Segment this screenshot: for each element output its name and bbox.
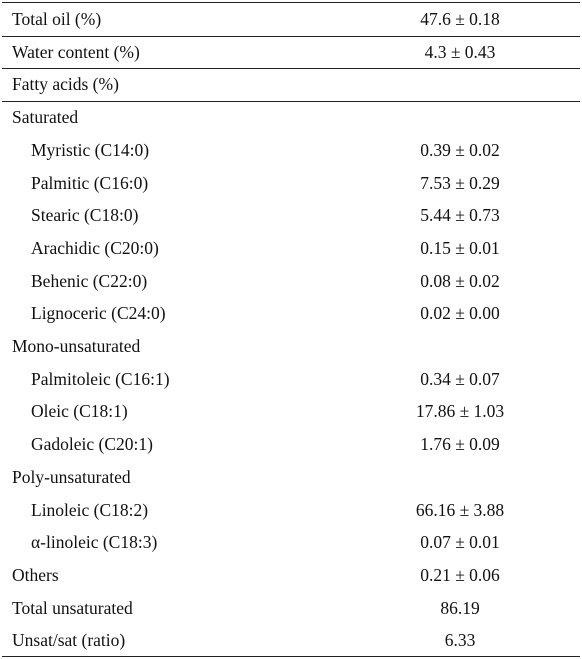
rule-line	[2, 68, 580, 70]
table-row: Unsat/sat (ratio) 6.33	[0, 624, 582, 657]
row-label: Others	[12, 564, 59, 585]
table-row: Others 0.21 ± 0.06	[0, 559, 582, 592]
table-row: Mono-unsaturated	[0, 330, 582, 363]
table-row: Total oil (%) 47.6 ± 0.18	[0, 3, 582, 36]
table-row: Palmitoleic (C16:1) 0.34 ± 0.07	[0, 363, 582, 396]
row-value: 86.19	[440, 597, 480, 618]
row-label: Palmitic (C16:0)	[31, 172, 149, 193]
row-label: Myristic (C14:0)	[31, 139, 150, 160]
row-value: 0.08 ± 0.02	[420, 270, 500, 291]
row-value: 4.3 ± 0.43	[424, 41, 496, 62]
row-value: 0.34 ± 0.07	[420, 368, 500, 389]
row-label: Oleic (C18:1)	[31, 401, 128, 422]
rule-line	[2, 101, 580, 103]
row-value: 7.53 ± 0.29	[420, 172, 500, 193]
row-value: 0.21 ± 0.06	[420, 564, 500, 585]
row-label: Palmitoleic (C16:1)	[31, 368, 170, 389]
row-label: Poly-unsaturated	[12, 466, 131, 487]
row-value: 17.86 ± 1.03	[415, 401, 505, 422]
rule-line	[2, 2, 580, 3]
table-row: Arachidic (C20:0) 0.15 ± 0.01	[0, 232, 582, 265]
table-row: Oleic (C18:1) 17.86 ± 1.03	[0, 395, 582, 428]
table-row: Lignoceric (C24:0) 0.02 ± 0.00	[0, 297, 582, 330]
rule-line	[2, 35, 580, 37]
table-row: Stearic (C18:0) 5.44 ± 0.73	[0, 199, 582, 232]
row-label: Mono-unsaturated	[12, 336, 141, 356]
row-value: 0.02 ± 0.00	[420, 303, 500, 324]
row-value: 47.6 ± 0.18	[420, 9, 500, 29]
table-row: Palmitic (C16:0) 7.53 ± 0.29	[0, 167, 582, 200]
row-label: α-linoleic (C18:3)	[31, 532, 158, 553]
row-label: Water content (%)	[12, 41, 140, 62]
table-row: α-linoleic (C18:3) 0.07 ± 0.01	[0, 526, 582, 559]
row-label: Total oil (%)	[12, 9, 102, 29]
row-label: Saturated	[12, 107, 79, 128]
row-label: Unsat/sat (ratio)	[12, 630, 126, 651]
row-label: Stearic (C18:0)	[31, 205, 139, 226]
row-label: Total unsaturated	[12, 597, 133, 618]
row-value: 5.44 ± 0.73	[420, 205, 500, 226]
table-row: Total unsaturated 86.19	[0, 592, 582, 625]
row-label: Arachidic (C20:0)	[31, 237, 159, 258]
table-row: Behenic (C22:0) 0.08 ± 0.02	[0, 265, 582, 298]
table-row: Linoleic (C18:2) 66.16 ± 3.88	[0, 494, 582, 527]
row-label: Gadoleic (C20:1)	[31, 434, 153, 455]
row-value: 0.39 ± 0.02	[420, 139, 500, 160]
row-label: Behenic (C22:0)	[31, 270, 148, 291]
row-value: 6.33	[444, 630, 476, 651]
table-row: Poly-unsaturated	[0, 461, 582, 494]
table-row: Myristic (C14:0) 0.39 ± 0.02	[0, 134, 582, 167]
table-row: Water content (%) 4.3 ± 0.43	[0, 36, 582, 69]
row-label: Lignoceric (C24:0)	[31, 303, 166, 324]
row-label: Linoleic (C18:2)	[31, 499, 149, 520]
row-value: 66.16 ± 3.88	[415, 499, 505, 520]
table-row: Gadoleic (C20:1) 1.76 ± 0.09	[0, 428, 582, 461]
rule-line	[2, 656, 580, 657]
row-label: Fatty acids (%)	[12, 74, 119, 95]
row-value: 1.76 ± 0.09	[420, 434, 500, 455]
table-row: Fatty acids (%)	[0, 68, 582, 101]
row-value: 0.07 ± 0.01	[420, 532, 500, 553]
table-row: Saturated	[0, 101, 582, 134]
row-value: 0.15 ± 0.01	[420, 237, 500, 258]
